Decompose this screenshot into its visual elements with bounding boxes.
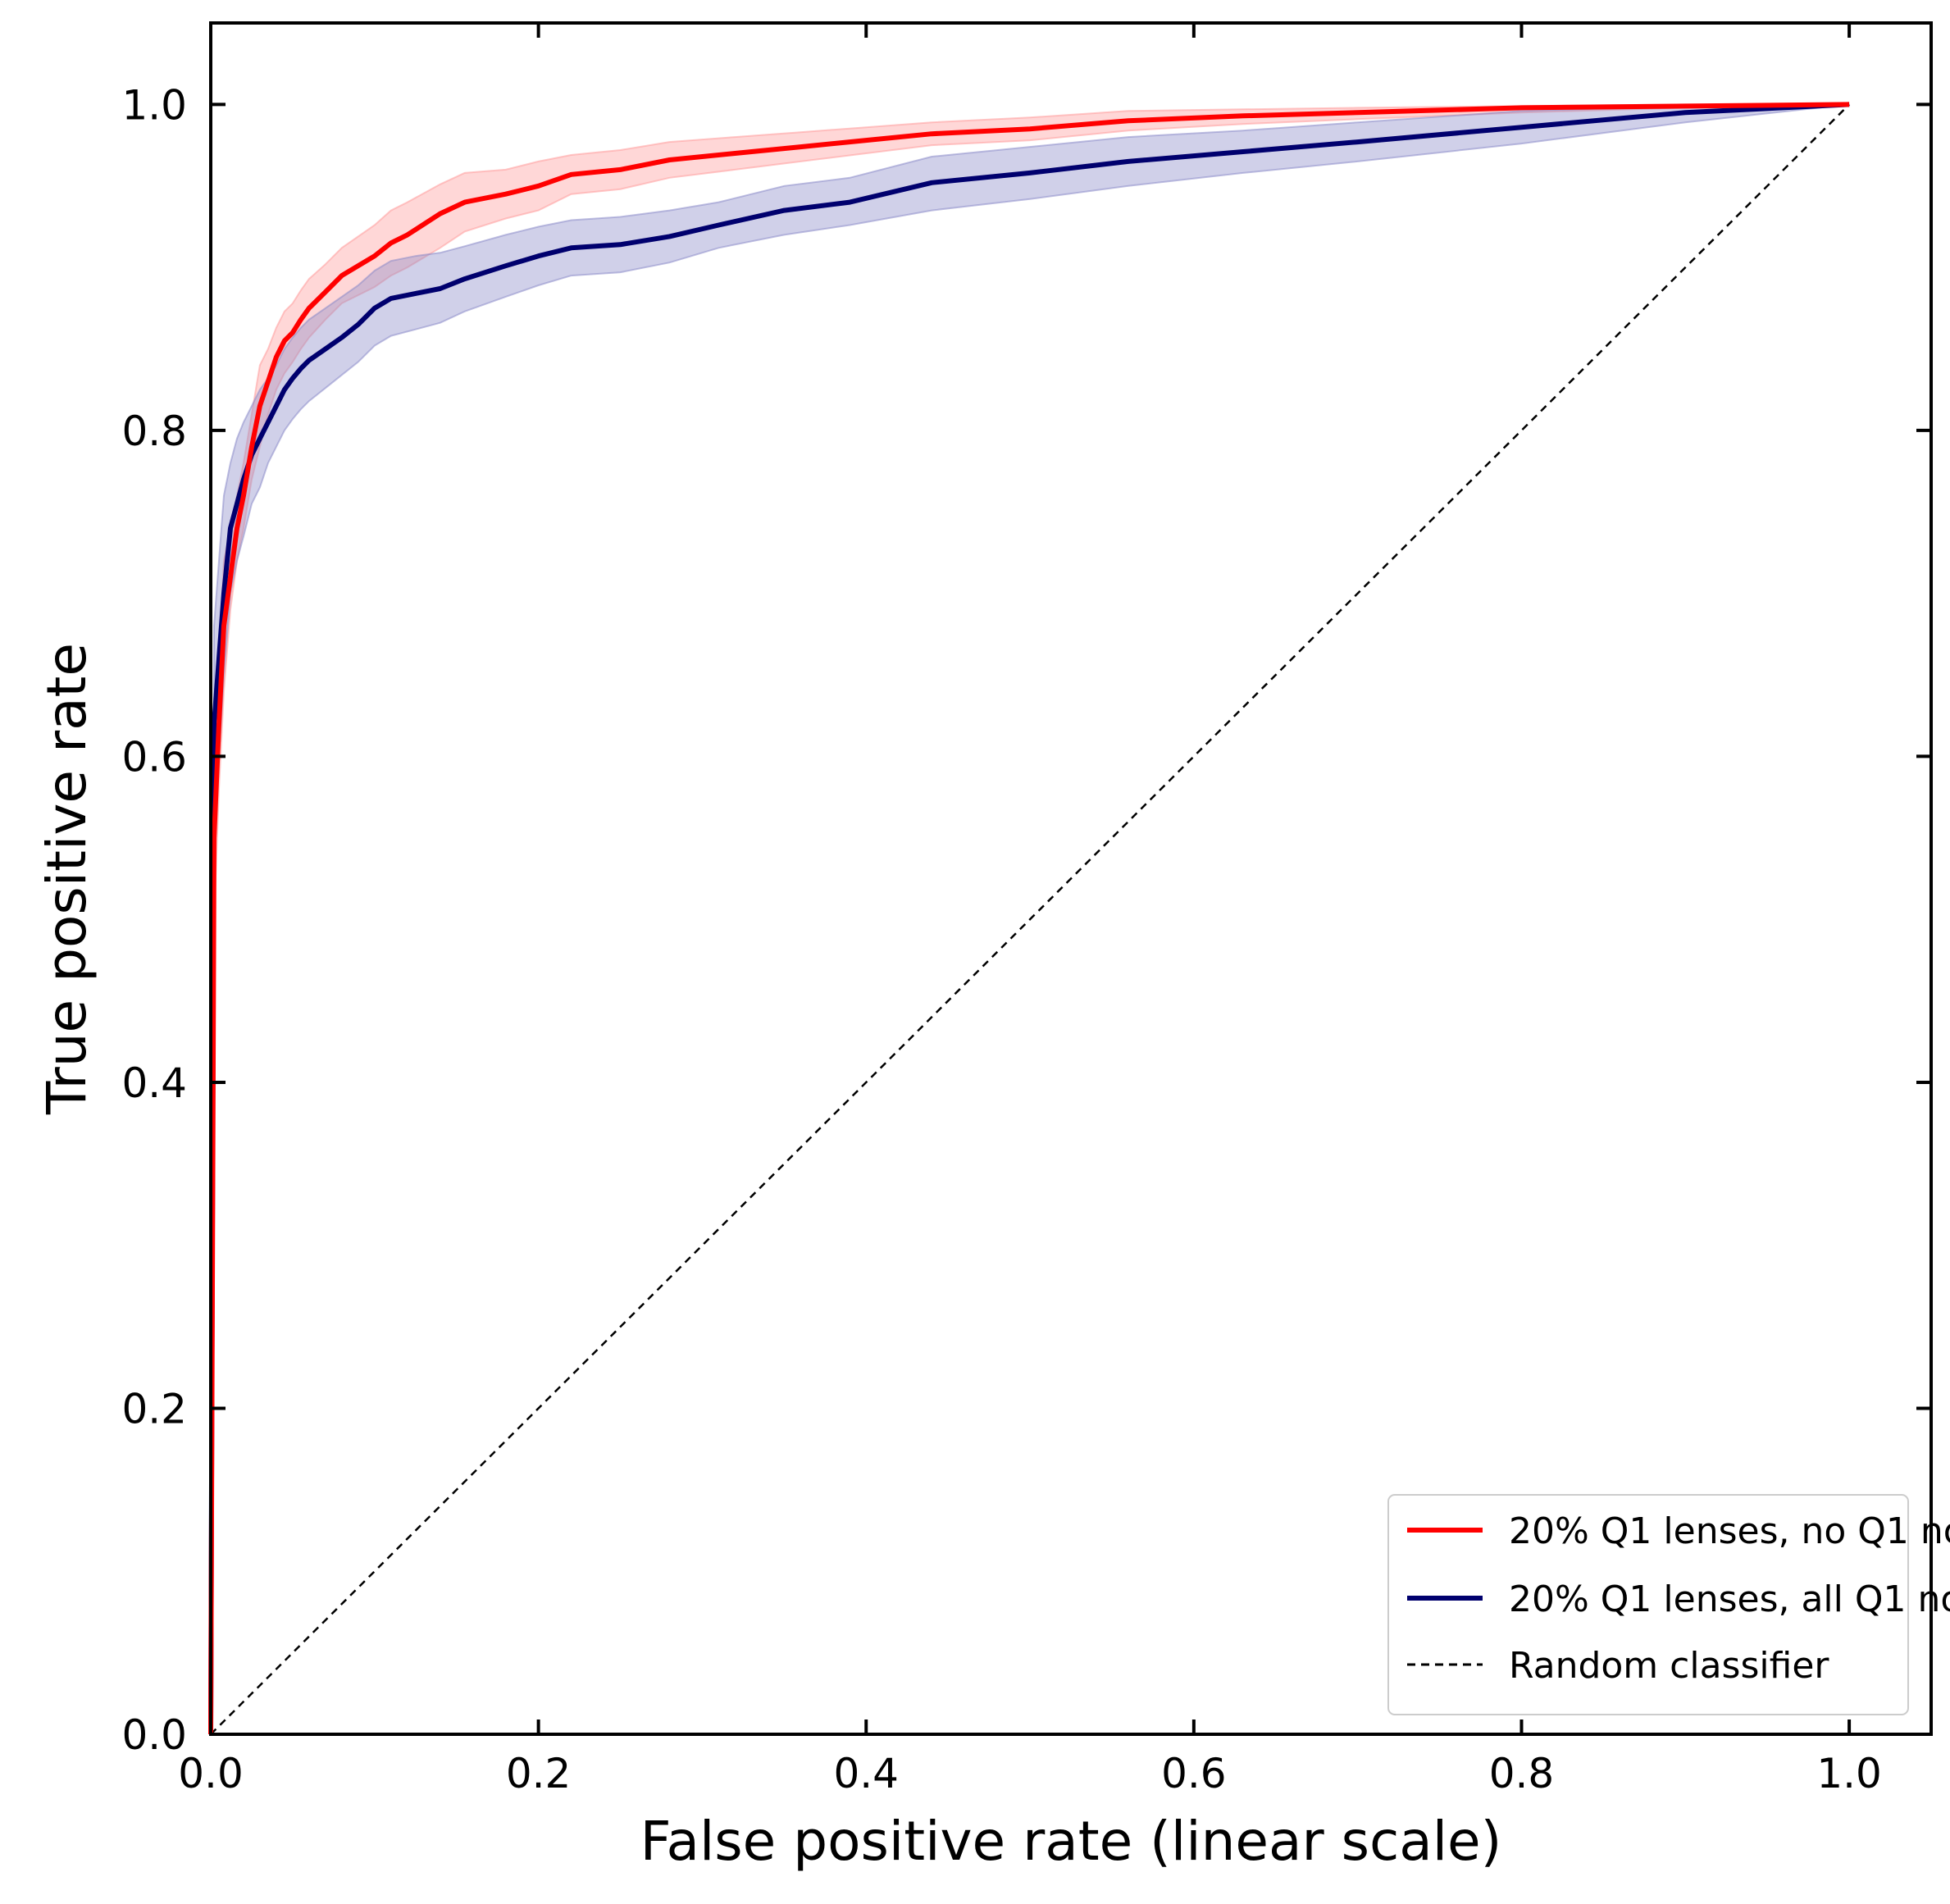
- legend-label-all-q1-nonlenses: 20% Q1 lenses, all Q1 non-lenses (AUC = …: [1509, 1578, 1950, 1620]
- plot-frame: [209, 21, 1933, 1736]
- roc-line-0: [208, 102, 1850, 1735]
- y-tick-label: 0.4: [121, 1059, 187, 1107]
- x-tick-label: 0.2: [506, 1750, 572, 1797]
- x-tick-label: 0.0: [178, 1750, 244, 1797]
- y-tick-label: 0.8: [121, 408, 187, 455]
- series-lines: [208, 102, 1850, 1735]
- legend-label-random-classifier: Random classifier: [1509, 1645, 1829, 1687]
- legend: 20% Q1 lenses, no Q1 non-lenses (AUC = 0…: [1387, 1494, 1950, 1715]
- y-tick-label: 0.0: [121, 1711, 187, 1759]
- y-axis-label: True positive rate: [35, 643, 98, 1115]
- x-tick-label: 0.6: [1161, 1750, 1227, 1797]
- x-axis-label: False positive rate (linear scale): [640, 1810, 1502, 1873]
- x-tick-label: 0.4: [833, 1750, 899, 1797]
- legend-box: [1387, 1494, 1909, 1715]
- x-tick-label: 1.0: [1816, 1750, 1882, 1797]
- legend-label-no-q1-nonlenses: 20% Q1 lenses, no Q1 non-lenses (AUC = 0…: [1509, 1510, 1950, 1552]
- random-classifier-line: [210, 103, 1850, 1735]
- y-tick-label: 1.0: [121, 81, 187, 129]
- axis-ticks: 0.0 0.2 0.4 0.6 0.8 1.0 0.0 0.2 0.4 0.6 0.8 1.0: [121, 23, 1931, 1797]
- y-tick-label: 0.2: [121, 1385, 187, 1433]
- x-tick-label: 0.8: [1489, 1750, 1555, 1797]
- y-tick-label: 0.6: [121, 733, 187, 781]
